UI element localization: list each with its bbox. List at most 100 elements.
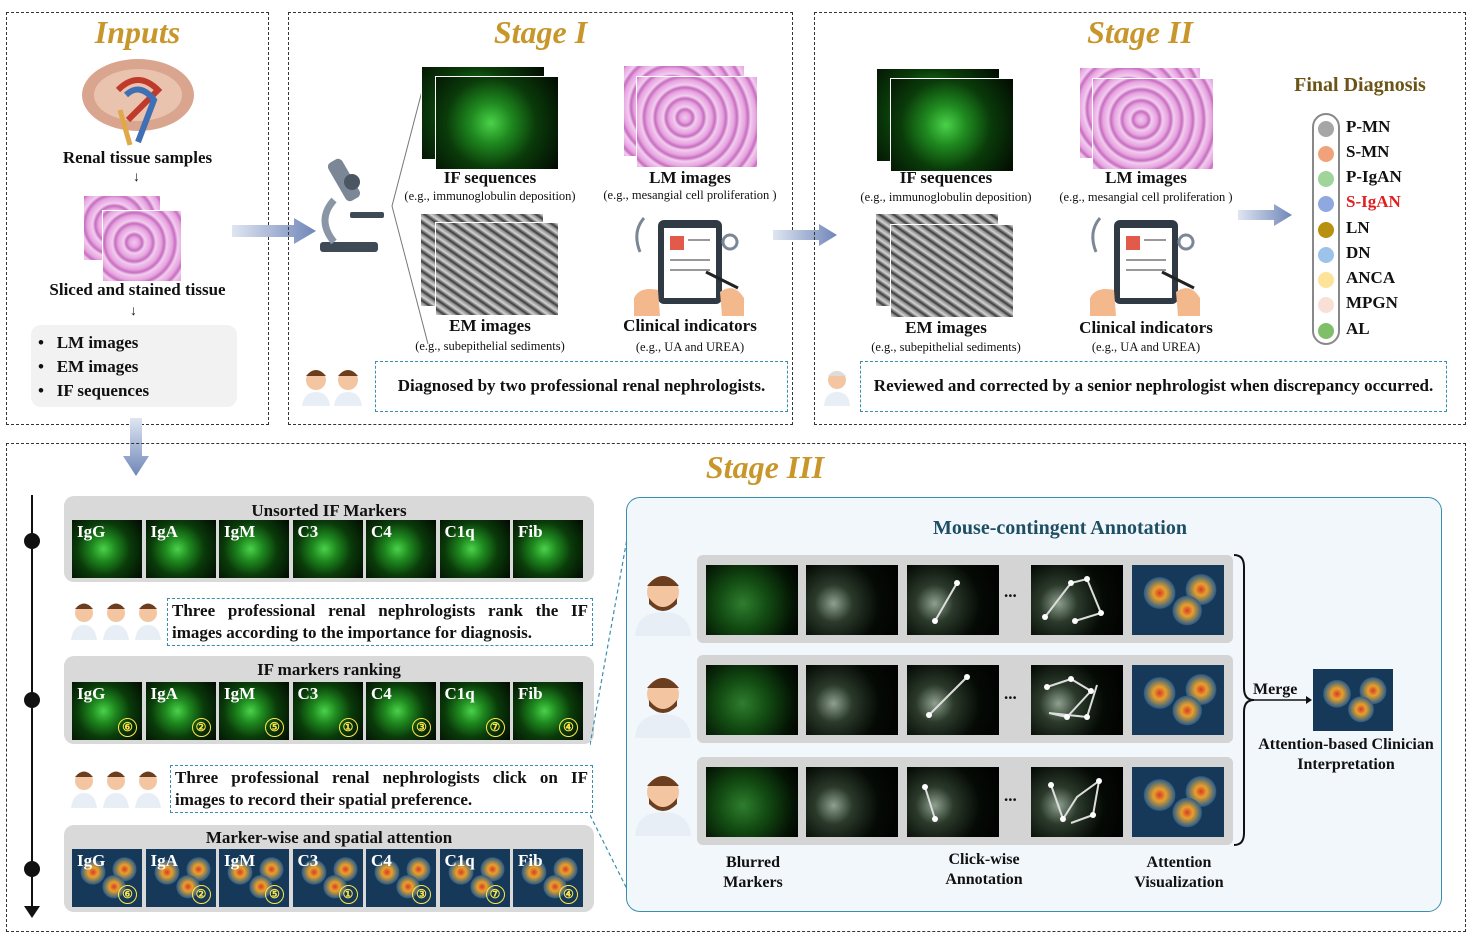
- ranked-marker-tile: IgM ⑤: [219, 682, 289, 740]
- marker-label: C1q: [444, 522, 475, 541]
- lm-image-front: [636, 76, 758, 168]
- lm-image-front: [1092, 78, 1214, 170]
- attention-marker-tile: IgG ⑥: [72, 849, 142, 907]
- stage1-lm-label: LM images: [649, 168, 731, 187]
- marker-label: IgA: [150, 522, 178, 541]
- marker-label: C3: [297, 522, 319, 541]
- marker-label: Fib: [518, 684, 543, 703]
- doctor-icon: [635, 576, 691, 636]
- timeline-arrow-icon: [24, 906, 40, 918]
- diagnosis-item: ANCA: [1310, 268, 1440, 293]
- attention-marker-row: IgG ⑥ IgA ② IgM ⑤ C3 ① C4 ③ C1q ⑦ Fib ④: [72, 849, 587, 907]
- ranked-marker-tile: IgG ⑥: [72, 682, 142, 740]
- ranked-marker-tile: C3 ①: [292, 682, 363, 740]
- column-label-click: Click-wise Annotation: [945, 851, 1023, 888]
- inputs-list-box: [31, 325, 237, 407]
- diagnosis-label: MPGN: [1346, 293, 1398, 312]
- diagnosis-label: ANCA: [1346, 268, 1396, 287]
- unsorted-marker-row: IgG IgA IgM C3 C4 C1q Fib: [72, 520, 587, 578]
- unsorted-marker-tile: Fib: [513, 520, 583, 578]
- clipboard-icon: [634, 217, 744, 316]
- blurred-marker-image: [706, 767, 798, 837]
- diagnosis-label: P-MN: [1346, 117, 1391, 136]
- ranked-marker-tile: Fib ④: [513, 682, 583, 740]
- diagnosis-label: S-MN: [1346, 142, 1390, 161]
- click-step-image: [806, 565, 898, 635]
- ellipsis: ...: [1004, 786, 1017, 805]
- click-instruction: Three professional renal nephrologists c…: [170, 765, 593, 813]
- blurred-marker-image: [706, 665, 798, 735]
- marker-label: Fib: [518, 851, 543, 870]
- down-arrow-1: ↓: [133, 170, 140, 185]
- stage1-if-label: IF sequences: [443, 168, 537, 187]
- result-label: Attention-based Clinician Interpretation: [1258, 736, 1434, 773]
- stage1-em-sub: (e.g., subepithelial sediments): [415, 339, 565, 353]
- marker-label: C4: [371, 522, 392, 541]
- marker-label: C4: [371, 684, 392, 703]
- diagnosis-item: MPGN: [1310, 293, 1440, 318]
- timeline-dot: [24, 533, 40, 549]
- unsorted-marker-tile: IgA: [145, 520, 216, 578]
- three-doctors-icon: [71, 771, 161, 808]
- attention-map-image: [1132, 767, 1224, 837]
- rank-badge: ①: [338, 885, 358, 904]
- rank-badge: ①: [338, 718, 358, 737]
- ranked-marker-tile: C1q ⑦: [439, 682, 510, 740]
- ellipsis: ...: [1004, 684, 1017, 703]
- diagnosis-item: LN: [1310, 218, 1440, 243]
- rank-badge: ④: [559, 718, 578, 737]
- diagnosis-dot: [1318, 121, 1334, 137]
- diagnosis-dot: [1318, 323, 1334, 339]
- diagnosis-item: AL: [1310, 319, 1440, 344]
- stage2-panel: [814, 12, 1466, 425]
- marker-label: C1q: [444, 684, 475, 703]
- marker-label: Fib: [518, 522, 543, 541]
- renal-tissue-label: Renal tissue samples: [62, 148, 213, 167]
- click-path-image: [907, 565, 999, 635]
- attention-map-image: [1132, 665, 1224, 735]
- click-path-image: [1031, 565, 1123, 635]
- marker-label: C4: [371, 851, 392, 870]
- stage2-em-sub: (e.g., subepithelial sediments): [871, 340, 1021, 354]
- ranked-marker-row: IgG ⑥ IgA ② IgM ⑤ C3 ① C4 ③ C1q ⑦ Fib ④: [72, 682, 587, 740]
- ellipsis: ...: [1004, 582, 1017, 601]
- stage2-lm-label: LM images: [1105, 168, 1187, 187]
- unsorted-marker-tile: C4: [366, 520, 436, 578]
- marker-label: IgM: [224, 851, 256, 870]
- stage2-note: Reviewed and corrected by a senior nephr…: [860, 361, 1447, 412]
- rank-badge: ⑤: [265, 885, 284, 904]
- diagnosis-item: P-MN: [1310, 117, 1440, 142]
- rank-badge: ⑦: [485, 718, 505, 737]
- column-label-blurred: Blurred Markers: [723, 854, 783, 891]
- stage2-lm-sub: (e.g., mesangial cell proliferation ): [1059, 190, 1233, 204]
- attention-marker-tile: C4 ③: [366, 849, 436, 907]
- diagnosis-dot: [1318, 297, 1334, 313]
- mouse-annotation-title: Mouse-contingent Annotation: [933, 517, 1187, 539]
- diagnosis-item: S-MN: [1310, 142, 1440, 167]
- doctor-icon: [635, 776, 691, 836]
- stage2-clin-sub: (e.g., UA and UREA): [1091, 340, 1201, 354]
- stage1-note: Diagnosed by two professional renal neph…: [375, 361, 788, 412]
- click-step-image: [806, 767, 898, 837]
- timeline-dot: [24, 861, 40, 877]
- attention-marker-tile: Fib ④: [513, 849, 583, 907]
- stage1-lm-sub: (e.g., mesangial cell proliferation ): [603, 188, 777, 202]
- microscope-icon: [320, 158, 384, 252]
- diagnosis-label: S-IgAN: [1346, 192, 1401, 211]
- rank-badge: ⑥: [118, 718, 137, 737]
- stage1-clin-sub: (e.g., UA and UREA): [635, 340, 745, 354]
- marker-label: C3: [297, 684, 319, 703]
- stage2-clin-label: Clinical indicators: [1079, 318, 1213, 337]
- unsorted-marker-tile: IgG: [72, 520, 142, 578]
- diagnosis-dot: [1318, 146, 1334, 162]
- arrow-right-icon: [773, 224, 837, 246]
- diagnosis-label: P-IgAN: [1346, 167, 1402, 186]
- final-diagnosis-items: P-MN S-MN P-IgAN S-IgAN LN DN ANCA MPGN …: [1310, 115, 1450, 347]
- merge-label: Merge: [1253, 681, 1298, 698]
- if-image-front: [435, 76, 559, 170]
- diagnosis-dot: [1318, 247, 1334, 263]
- marker-label: C1q: [444, 851, 475, 870]
- rank-badge: ⑦: [485, 885, 505, 904]
- markers-ranking-title: IF markers ranking: [257, 660, 401, 679]
- marker-label: C3: [297, 851, 319, 870]
